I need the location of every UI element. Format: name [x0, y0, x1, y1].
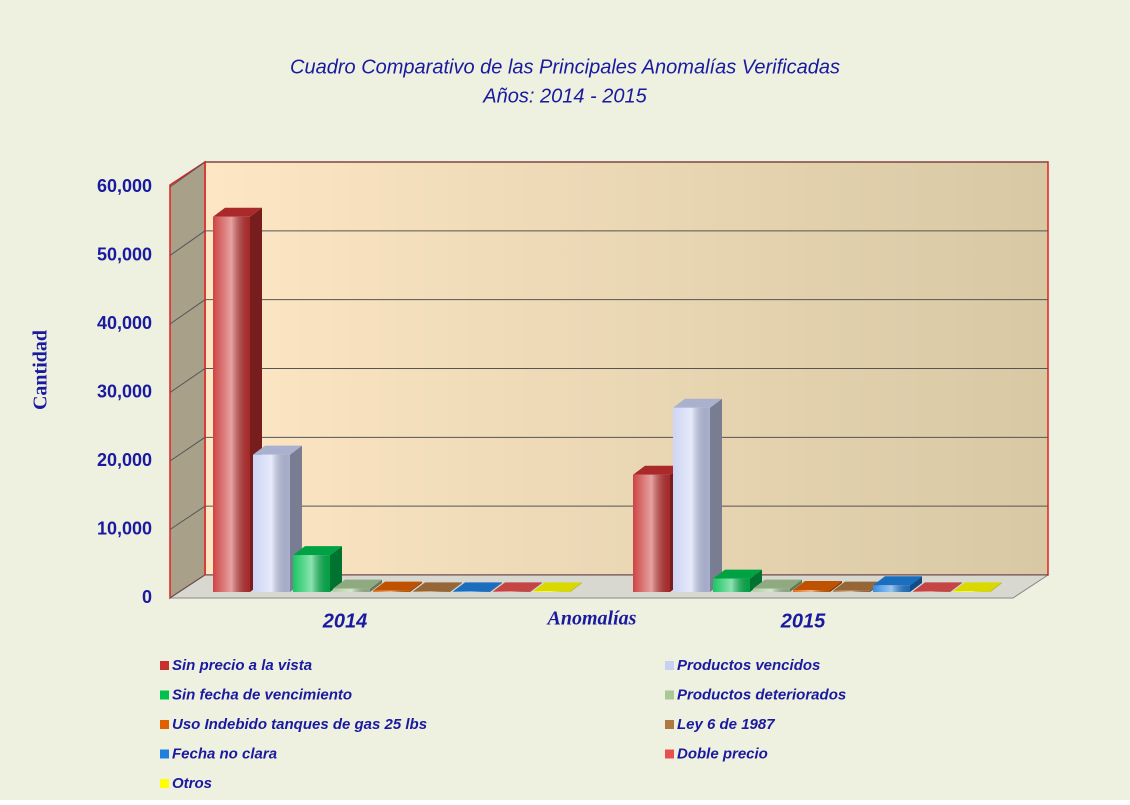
bar-top [833, 581, 882, 591]
y-tick-label: 60,000 [97, 176, 152, 196]
bar-side [830, 580, 842, 592]
legend-swatch [160, 690, 169, 700]
bar-side [750, 569, 762, 592]
legend-label: Sin fecha de vencimiento [172, 686, 352, 703]
legend-swatch [665, 661, 674, 670]
legend-label: Otros [172, 775, 212, 792]
legend-swatch [160, 661, 169, 670]
bar-top [633, 465, 682, 475]
legend-swatch [160, 720, 169, 729]
bar-sheen [633, 474, 670, 592]
grid-line-side [169, 230, 206, 256]
bar-top [293, 546, 342, 556]
bar-side [490, 582, 502, 592]
bar-sheen [673, 407, 710, 592]
y-axis-label: Cantidad [30, 330, 52, 410]
grid-line-side [169, 161, 206, 188]
y-tick-label: 10,000 [97, 518, 152, 538]
bar-top [913, 582, 962, 592]
bar-side [450, 582, 462, 592]
legend-swatch [665, 749, 674, 759]
grid-line-side [169, 574, 206, 599]
bar-sheen [873, 585, 910, 592]
bar-side [710, 398, 722, 592]
bar-top [953, 582, 1002, 592]
bar-side [990, 582, 1002, 592]
legend-label: Productos deteriorados [677, 686, 846, 703]
bar-top [793, 580, 842, 590]
legend-label: Doble precio [677, 745, 768, 762]
bar-side [790, 579, 802, 592]
bar-top [533, 582, 582, 592]
grid-line-side [169, 505, 206, 530]
bar-top [413, 582, 462, 592]
chart-title: Cuadro Comparativo de las Principales An… [290, 56, 840, 78]
legend-label: Uso Indebido tanques de gas 25 lbs [172, 716, 427, 733]
bar-top [753, 579, 802, 589]
bar-top [253, 445, 302, 455]
y-tick-label: 30,000 [97, 381, 152, 401]
legend-label: Ley 6 de 1987 [677, 716, 775, 733]
grid-line-side [169, 436, 206, 462]
bar-sheen [413, 591, 450, 592]
bar-side [530, 582, 542, 592]
bar-side [410, 581, 422, 592]
legend-swatch [665, 690, 674, 700]
bar-sheen [833, 590, 870, 592]
bar-sheen [333, 588, 370, 592]
bar-sheen [793, 589, 830, 592]
bar-sheen [753, 588, 790, 592]
bar-side [330, 546, 342, 592]
bar-sheen [293, 555, 330, 592]
legend-swatch [160, 749, 169, 759]
y-tick-label: 0 [142, 587, 152, 607]
bar-sheen [493, 591, 530, 592]
legend-label: Productos vencidos [677, 657, 820, 674]
bar-top [213, 207, 262, 217]
y-tick-label: 50,000 [97, 244, 152, 264]
bar-sheen [953, 591, 990, 592]
legend-label: Sin precio a la vista [172, 657, 312, 674]
x-tick-label: 2015 [780, 610, 826, 632]
y-tick-label: 40,000 [97, 313, 152, 333]
legend-swatch [665, 720, 674, 729]
bar-top [373, 581, 422, 591]
grid-line-side [169, 299, 206, 325]
bar-sheen [213, 216, 250, 593]
grid-line-side [169, 368, 206, 393]
bar-side [370, 579, 382, 592]
bar-top [453, 582, 502, 592]
legend-label: Fecha no clara [172, 745, 277, 762]
y-tick-label: 20,000 [97, 450, 152, 470]
bar-top [333, 579, 382, 589]
bar-sheen [253, 454, 290, 592]
bar-sheen [453, 591, 490, 592]
bar-top [493, 582, 542, 592]
x-tick-label: 2014 [322, 610, 368, 632]
chart-subtitle: Años: 2014 - 2015 [482, 85, 647, 107]
bar-top [873, 576, 922, 586]
bar-sheen [713, 578, 750, 592]
bar-sheen [373, 590, 410, 592]
bar-top [673, 398, 722, 408]
legend-swatch [160, 779, 169, 788]
x-axis-label: Anomalías [546, 608, 637, 630]
bar-top [713, 569, 762, 579]
bar-sheen [533, 591, 570, 592]
bar-sheen [913, 591, 950, 592]
bar-side [570, 582, 582, 592]
bar-side [910, 576, 922, 592]
bar-side [950, 582, 962, 592]
